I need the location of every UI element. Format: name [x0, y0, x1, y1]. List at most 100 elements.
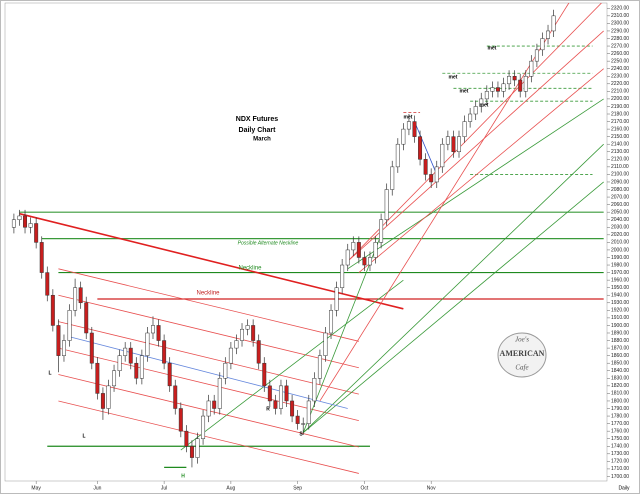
- candle-body: [495, 87, 500, 92]
- candle-body: [395, 143, 400, 168]
- chart-title: NDX Futures: [236, 116, 279, 123]
- candle-body: [440, 143, 445, 168]
- candle-body: [284, 385, 289, 402]
- candle-body: [217, 378, 222, 409]
- candle-body: [518, 79, 523, 92]
- trend-line: [58, 268, 359, 342]
- candle-body: [28, 223, 33, 228]
- y-tick-label: 2280.00: [611, 36, 629, 42]
- annotation: S: [299, 431, 303, 437]
- candle-body: [67, 310, 72, 341]
- annotation: met: [460, 88, 469, 94]
- x-tick-label: Jul: [161, 485, 167, 491]
- candle-body: [379, 219, 384, 243]
- y-tick-label: 1780.00: [611, 413, 629, 419]
- y-tick-label: 2290.00: [611, 28, 629, 34]
- candle-body: [45, 272, 50, 296]
- candle-body: [323, 332, 328, 356]
- annotation: Neckline: [196, 291, 220, 297]
- logo-text: AMERICAN: [500, 349, 545, 358]
- candle-body: [23, 215, 28, 228]
- y-tick-label: 1820.00: [611, 383, 629, 389]
- candle-body: [468, 113, 473, 122]
- candle-body: [251, 325, 256, 341]
- y-tick-label: 2270.00: [611, 43, 629, 49]
- candle-body: [156, 325, 161, 341]
- y-tick-label: 1800.00: [611, 398, 629, 404]
- trend-line: [19, 212, 404, 310]
- annotation: met: [449, 74, 458, 80]
- y-tick-label: 2040.00: [611, 217, 629, 223]
- candle-body: [128, 347, 133, 364]
- candle-body: [551, 15, 556, 32]
- y-tick-label: 2050.00: [611, 210, 629, 216]
- candle-body: [340, 264, 345, 288]
- candle-body: [228, 347, 233, 364]
- candle-body: [34, 223, 39, 243]
- candle-body: [540, 38, 545, 51]
- candle-body: [301, 423, 306, 425]
- candle-body: [273, 400, 278, 409]
- trend-line: [302, 143, 604, 433]
- y-tick-label: 2260.00: [611, 51, 629, 57]
- plot-area: [11, 3, 604, 474]
- annotation: Possible Alternate Neckline: [238, 240, 299, 246]
- candle-body: [278, 385, 283, 409]
- y-tick-label: 1830.00: [611, 376, 629, 382]
- y-tick-label: 1730.00: [611, 451, 629, 457]
- y-tick-label: 2010.00: [611, 240, 629, 246]
- x-tick-label: Sep: [293, 485, 302, 491]
- candle-body: [329, 310, 334, 334]
- y-tick-label: 1770.00: [611, 421, 629, 427]
- y-tick-label: 2320.00: [611, 6, 629, 12]
- candle-body: [11, 219, 16, 228]
- candle-body: [78, 287, 83, 304]
- candle-body: [462, 121, 467, 137]
- trend-line: [58, 294, 359, 369]
- y-tick-label: 1750.00: [611, 436, 629, 442]
- candle-body: [151, 325, 155, 334]
- chart-subtitle: Daily Chart: [239, 127, 277, 134]
- y-tick-label: 1990.00: [611, 255, 629, 261]
- y-tick-label: 1940.00: [611, 293, 629, 299]
- y-tick-label: 2310.00: [611, 13, 629, 19]
- trend-line: [414, 121, 438, 175]
- candle-body: [507, 75, 512, 85]
- y-tick-label: 1760.00: [611, 428, 629, 434]
- annotation: met: [404, 114, 413, 120]
- annotation: R: [266, 406, 270, 412]
- candle-body: [334, 287, 339, 311]
- annotation: met: [480, 102, 489, 108]
- candle-body: [457, 136, 461, 153]
- trend-line: [358, 68, 604, 273]
- candle-body: [139, 355, 144, 379]
- y-tick-label: 2080.00: [611, 187, 629, 193]
- candle-body: [451, 136, 456, 153]
- candle-body: [501, 83, 506, 92]
- candle-body: [546, 30, 550, 39]
- y-tick-label: 1880.00: [611, 338, 629, 344]
- y-tick-label: 2160.00: [611, 126, 629, 132]
- y-tick-label: 1890.00: [611, 330, 629, 336]
- y-tick-label: 1740.00: [611, 444, 629, 450]
- candle-body: [184, 430, 189, 447]
- candle-body: [490, 87, 495, 92]
- y-tick-label: 2250.00: [611, 58, 629, 64]
- candle-body: [529, 60, 534, 77]
- y-tick-label: 2150.00: [611, 134, 629, 140]
- logo-text: Cafe: [515, 364, 528, 372]
- candle-body: [317, 355, 322, 379]
- candle-body: [206, 400, 211, 417]
- candle-body: [373, 242, 378, 258]
- annotation: March: [253, 137, 271, 143]
- y-tick-label: 1910.00: [611, 315, 629, 321]
- candle-body: [245, 325, 250, 330]
- candle-body: [534, 49, 539, 62]
- y-tick-label: 1960.00: [611, 277, 629, 283]
- candle-body: [189, 446, 194, 458]
- y-tick-label: 2240.00: [611, 66, 629, 72]
- candle-body: [267, 385, 272, 402]
- y-tick-label: 1920.00: [611, 308, 629, 314]
- y-tick-label: 1900.00: [611, 323, 629, 329]
